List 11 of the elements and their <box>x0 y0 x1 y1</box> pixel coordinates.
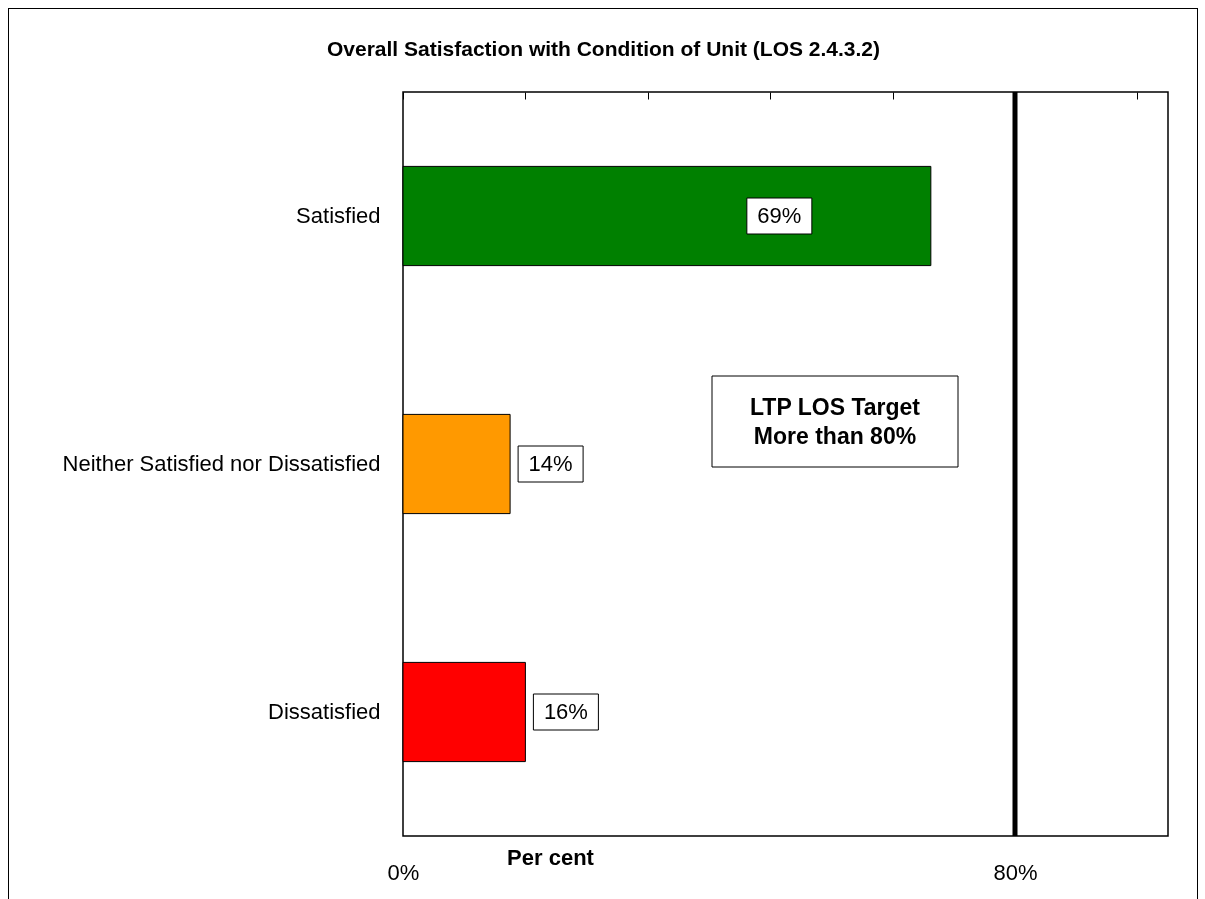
data-label: 16% <box>543 699 588 724</box>
x-tick-label: 0% <box>387 859 420 885</box>
x-axis-title: Per cent <box>507 844 595 870</box>
y-tick-label: Dissatisfied <box>268 699 381 724</box>
data-label: 14% <box>528 451 573 476</box>
data-label: 69% <box>757 203 802 228</box>
ref-line-label: LTP LOS Target More than 80% <box>750 393 921 449</box>
x-tick-label: 80% <box>993 859 1038 885</box>
y-tick-label: Neither Satisfied nor Dissatisfied <box>62 451 381 476</box>
chart-title: Overall Satisfaction with Condition of Unit (LOS 2.4.3.2) <box>326 36 881 60</box>
y-tick-label: Satisfied <box>296 203 381 228</box>
